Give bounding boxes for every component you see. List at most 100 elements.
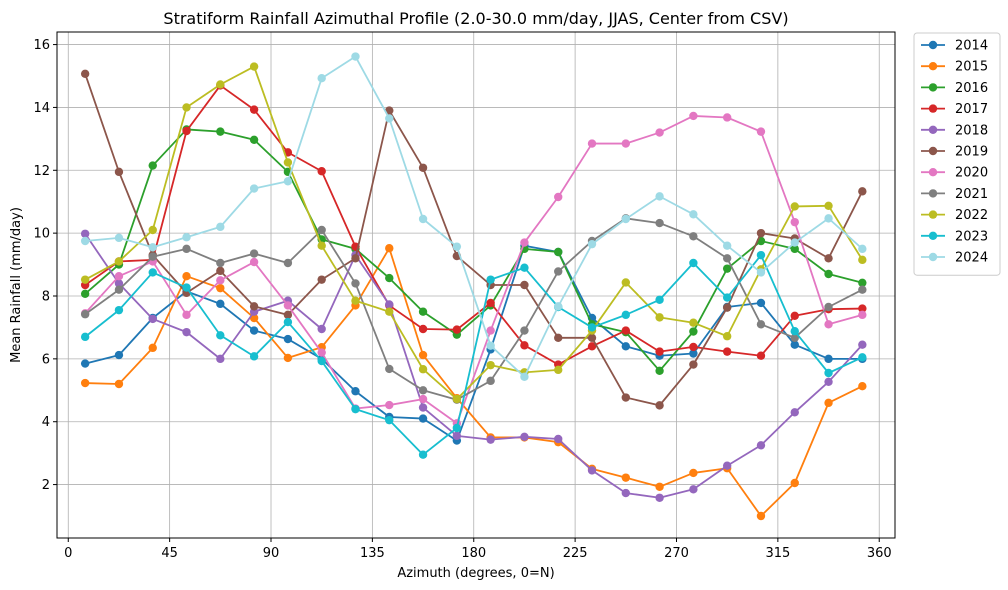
data-point [317, 241, 326, 250]
series-line-2024 [85, 55, 863, 378]
data-point [790, 333, 799, 342]
data-point [756, 298, 766, 308]
data-point [385, 307, 394, 316]
data-point [554, 333, 563, 342]
data-point [756, 250, 766, 260]
data-point [351, 387, 360, 396]
data-point [114, 272, 124, 281]
y-tick-label: 4 [42, 415, 50, 430]
legend-label: 2022 [955, 208, 988, 223]
data-point [148, 225, 157, 235]
data-point [689, 360, 698, 369]
data-point [385, 415, 394, 425]
data-point [351, 254, 360, 263]
y-tick-label: 16 [33, 38, 50, 53]
data-point [554, 247, 563, 257]
data-point [418, 324, 428, 334]
data-point [182, 283, 191, 292]
data-point [80, 229, 90, 238]
data-point [182, 126, 191, 136]
data-point [385, 400, 394, 410]
data-point [317, 356, 326, 366]
data-point [858, 353, 867, 362]
data-point [249, 105, 259, 114]
data-point [824, 201, 833, 210]
data-point [114, 350, 124, 360]
data-point [182, 233, 191, 242]
data-point [486, 326, 495, 335]
data-point [385, 300, 394, 309]
data-point [486, 275, 495, 284]
data-point [824, 377, 833, 386]
data-point [182, 310, 191, 320]
data-point [621, 278, 631, 287]
data-point [520, 280, 529, 290]
legend-label: 2020 [955, 166, 988, 181]
data-point [148, 314, 157, 324]
data-point [824, 368, 833, 378]
y-tick-label: 2 [42, 478, 50, 493]
data-point [317, 348, 326, 357]
legend-swatch-marker [928, 104, 938, 113]
data-point [790, 408, 799, 417]
series-layer [80, 52, 867, 521]
x-axis-label: Azimuth (degrees, 0=N) [397, 566, 554, 581]
y-tick-label: 10 [33, 227, 50, 242]
data-point [587, 139, 597, 148]
data-point [216, 80, 225, 89]
data-point [858, 285, 867, 294]
data-point [216, 331, 225, 340]
series-line-2019 [84, 73, 864, 407]
data-point [722, 347, 732, 356]
data-point [655, 366, 664, 375]
data-point [452, 325, 462, 334]
data-point [452, 423, 462, 433]
data-point [216, 127, 225, 136]
data-point [216, 258, 225, 268]
data-point [216, 266, 225, 276]
data-point [722, 113, 732, 122]
data-point [216, 276, 225, 285]
data-point [418, 307, 428, 316]
data-point [655, 128, 664, 137]
data-point [858, 304, 867, 313]
data-point [216, 354, 225, 364]
data-point [249, 135, 259, 144]
data-point [486, 298, 495, 308]
data-point [722, 303, 732, 312]
data-point [689, 342, 698, 352]
legend-item: 2019 [921, 145, 988, 160]
legend-swatch-marker [928, 125, 938, 134]
data-point [317, 225, 326, 235]
series-2024 [80, 52, 867, 381]
x-tick-label: 135 [360, 546, 385, 561]
legend-item: 2017 [921, 102, 988, 117]
legend-item: 2014 [921, 39, 988, 54]
data-point [554, 365, 563, 375]
data-point [722, 241, 732, 250]
data-point [689, 210, 698, 219]
data-point [655, 401, 664, 410]
legend-item: 2024 [921, 251, 988, 266]
y-axis: 2 4 6 8 10 12 14 16 [33, 38, 57, 493]
data-point [148, 268, 157, 277]
data-point [351, 296, 360, 305]
series-line-2023 [84, 254, 863, 456]
data-point [587, 342, 597, 351]
data-point [114, 279, 124, 288]
data-point [418, 450, 428, 459]
data-point [249, 257, 259, 267]
legend-swatch-marker [928, 61, 938, 71]
legend-label: 2016 [955, 81, 988, 96]
data-point [418, 350, 428, 360]
legend-label: 2014 [955, 39, 988, 54]
data-point [655, 313, 664, 322]
data-point [80, 289, 90, 298]
series-line-2018 [84, 233, 864, 499]
data-point [621, 342, 631, 351]
data-point [520, 238, 529, 247]
data-point [858, 255, 867, 265]
data-point [114, 257, 124, 266]
legend-item: 2021 [921, 187, 988, 202]
